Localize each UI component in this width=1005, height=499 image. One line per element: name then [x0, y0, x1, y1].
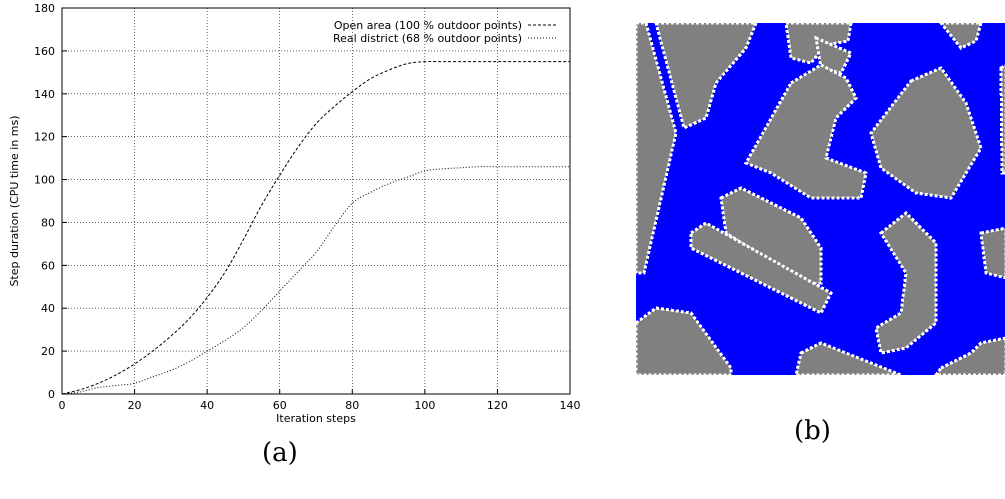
x-axis-label: Iteration steps [276, 412, 356, 425]
building [814, 35, 854, 75]
x-tick-label: 60 [273, 399, 287, 412]
caption-a: (a) [262, 438, 298, 468]
y-tick-label: 40 [41, 302, 55, 315]
x-tick-label: 100 [414, 399, 435, 412]
building [939, 23, 983, 50]
y-tick-label: 0 [48, 388, 55, 401]
y-tick-label: 160 [34, 45, 55, 58]
plot-frame [61, 7, 571, 395]
building [636, 23, 678, 275]
building [794, 341, 902, 375]
legend-label-real-district: Real district (68 % outdoor points) [333, 32, 522, 45]
y-tick-label: 100 [34, 174, 55, 187]
building [979, 226, 1005, 280]
x-tick-label: 120 [487, 399, 508, 412]
grid-lines [62, 8, 570, 394]
y-tick-label: 140 [34, 88, 55, 101]
building [869, 66, 983, 200]
y-tick-label: 80 [41, 216, 55, 229]
legend-label-open-area: Open area (100 % outdoor points) [334, 19, 522, 32]
series-line-real-district [61, 166, 570, 395]
district-map [636, 23, 1005, 375]
x-tick-label: 40 [200, 399, 214, 412]
y-axis-ticks: 0 20 40 60 80 100 120 140 160 180 [34, 2, 67, 401]
building [743, 63, 868, 200]
series-line-open-area [61, 60, 570, 395]
building [636, 306, 733, 375]
building [689, 221, 833, 316]
y-tick-label: 60 [41, 259, 55, 272]
x-tick-label: 0 [59, 399, 66, 412]
y-tick-label: 180 [34, 2, 55, 15]
building [654, 23, 758, 131]
y-tick-label: 20 [41, 345, 55, 358]
y-axis-label: Step duration (CPU time in ms) [8, 115, 21, 286]
x-axis-ticks: 0 20 40 60 80 100 120 140 [59, 389, 581, 412]
legend: Open area (100 % outdoor points) Real di… [333, 19, 558, 45]
caption-b: (b) [794, 416, 831, 446]
x-tick-label: 140 [560, 399, 581, 412]
line-chart: 0 20 40 60 80 100 120 140 0 20 40 60 80 100 120 140 160… [8, 2, 581, 425]
series-lines [61, 60, 570, 395]
building [874, 210, 938, 355]
building [999, 63, 1005, 175]
x-tick-label: 80 [345, 399, 359, 412]
y-tick-label: 120 [34, 131, 55, 144]
buildings [636, 23, 1005, 375]
building [934, 336, 1005, 375]
x-tick-label: 20 [128, 399, 142, 412]
